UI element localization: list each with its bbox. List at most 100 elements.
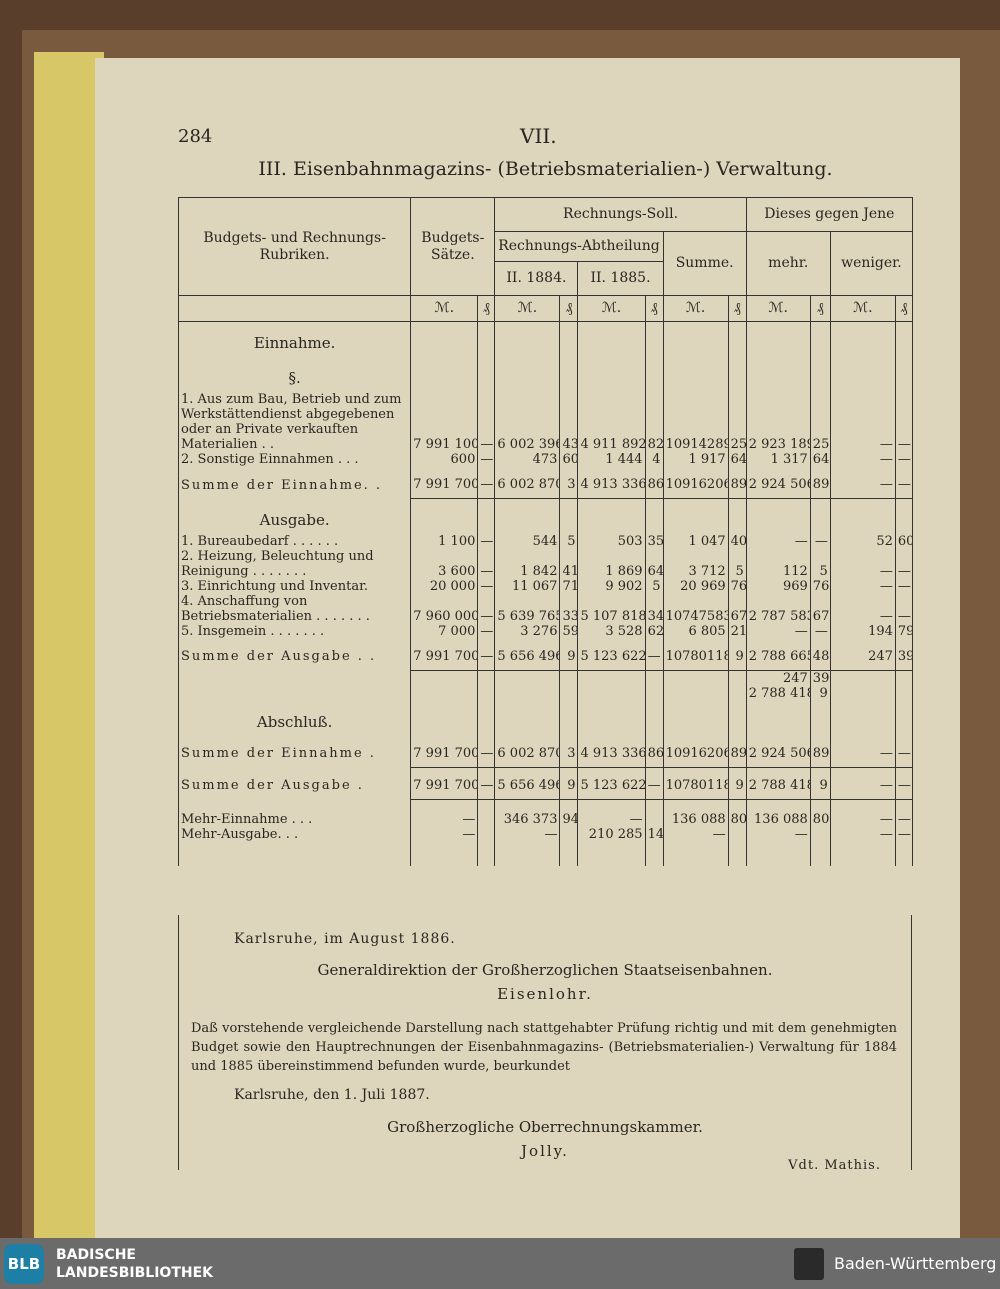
cell: 80 bbox=[727, 799, 747, 827]
row-label: Summe der Ausgabe . bbox=[177, 767, 412, 799]
cell: 82 bbox=[644, 392, 664, 452]
cell bbox=[477, 841, 496, 866]
cell: 247 bbox=[829, 638, 896, 671]
cell: — bbox=[410, 826, 479, 842]
cell bbox=[559, 670, 579, 686]
cell: — bbox=[745, 826, 811, 842]
cell bbox=[477, 799, 496, 827]
library-name: BADISCHE bbox=[56, 1247, 136, 1263]
cell: 7 991 100 bbox=[410, 392, 479, 452]
cell bbox=[494, 321, 561, 357]
cell: — bbox=[894, 593, 914, 624]
cell: 10914289 bbox=[662, 392, 729, 452]
cell: — bbox=[894, 735, 914, 768]
cell: — bbox=[894, 578, 914, 594]
cell bbox=[829, 498, 896, 534]
state-emblem bbox=[794, 1248, 824, 1280]
header-cell: weniger. bbox=[829, 231, 914, 296]
cell: 60 bbox=[894, 533, 914, 549]
header-cell bbox=[177, 295, 412, 322]
logo: BLB bbox=[4, 1244, 44, 1284]
row: Summe der Ausgabe . .7 991 700—5 656 496… bbox=[177, 638, 914, 671]
row: Mehr-Einnahme . . . —346 373 94—136 088 80 1… bbox=[177, 799, 914, 827]
cell bbox=[662, 357, 729, 392]
cell: 20 000 bbox=[410, 578, 479, 594]
cell: 9 bbox=[809, 767, 831, 800]
cell bbox=[662, 498, 729, 534]
header-cell: Rechnungs-Soll. bbox=[494, 197, 747, 232]
cell: 194 bbox=[829, 623, 896, 639]
cell bbox=[410, 700, 479, 736]
row: 1. Aus zum Bau, Betrieb und zum Werkstät… bbox=[177, 392, 914, 452]
row bbox=[177, 841, 914, 866]
row-label bbox=[177, 670, 412, 686]
cell: 210 285 bbox=[577, 826, 646, 842]
cell: — bbox=[477, 735, 496, 768]
row: Mehr-Ausgabe. . . — —210 285 14— — — — bbox=[177, 826, 914, 842]
row-label: Mehr-Einnahme . . . bbox=[177, 799, 412, 827]
authority: Großherzogliche Oberrechnungskammer. bbox=[387, 1118, 703, 1136]
cell bbox=[809, 357, 831, 392]
cell: 80 bbox=[809, 799, 831, 827]
cell bbox=[644, 321, 664, 357]
cell: 5 107 818 bbox=[577, 593, 646, 624]
cell bbox=[727, 498, 747, 534]
header-cell: mehr. bbox=[745, 231, 831, 296]
cell: 64 bbox=[644, 548, 664, 579]
cell bbox=[477, 357, 496, 392]
row-label: 5. Insgemein . . . . . . . bbox=[177, 623, 412, 639]
cell: 503 bbox=[577, 533, 646, 549]
row-label: Summe der Ausgabe . . bbox=[177, 638, 412, 670]
cell: 7 991 700 bbox=[410, 767, 479, 800]
unit: ℳ. bbox=[745, 295, 811, 322]
cell bbox=[644, 841, 664, 866]
cell: — bbox=[829, 593, 896, 624]
cell bbox=[727, 357, 747, 392]
row: Summe der Ausgabe .7 991 700—5 656 496 9 5… bbox=[177, 767, 914, 800]
row-label: §. bbox=[177, 357, 412, 392]
cell: — bbox=[829, 735, 896, 768]
cell: 1 869 bbox=[577, 548, 646, 579]
cell: 3 bbox=[559, 467, 579, 499]
cell: 52 bbox=[829, 533, 896, 549]
cell bbox=[410, 685, 479, 701]
cell: 3 600 bbox=[410, 548, 479, 579]
vidit: Vdt. Mathis. bbox=[788, 1158, 881, 1173]
cell: 2 788 418 bbox=[745, 685, 811, 701]
unit: ℳ. bbox=[577, 295, 646, 322]
cell: — bbox=[477, 548, 496, 579]
cell bbox=[829, 841, 896, 866]
cell: 5 656 496 bbox=[494, 767, 561, 800]
cell bbox=[477, 700, 496, 736]
header-cell: Budgets- und Rechnungs-Rubriken. bbox=[177, 197, 412, 296]
cell: — bbox=[477, 452, 496, 467]
cell: — bbox=[662, 826, 729, 842]
cell bbox=[177, 841, 412, 866]
cell bbox=[829, 700, 896, 736]
cell bbox=[662, 841, 729, 866]
row: 4. Anschaffung von Betriebsmaterialien .… bbox=[177, 593, 914, 624]
cell bbox=[477, 685, 496, 701]
cell: 62 bbox=[644, 623, 664, 639]
cell: 544 bbox=[494, 533, 561, 549]
cell: 9 902 bbox=[577, 578, 646, 594]
cell bbox=[829, 357, 896, 392]
cell bbox=[477, 826, 496, 842]
cell: — bbox=[477, 467, 496, 499]
row-label: 3. Einrichtung und Inventar. bbox=[177, 578, 412, 594]
budget-table: Budgets- und Rechnungs-Rubriken. Budgets-… bbox=[177, 197, 914, 866]
cell: 7 991 700 bbox=[410, 467, 479, 499]
cell bbox=[644, 498, 664, 534]
cell: — bbox=[829, 392, 896, 452]
cell: 2 788 665 bbox=[745, 638, 811, 671]
place-date: Karlsruhe, im August 1886. bbox=[234, 931, 456, 947]
header-cell: II. 1884. bbox=[494, 261, 579, 296]
header-cell: II. 1885. bbox=[577, 261, 664, 296]
cell: 6 805 bbox=[662, 623, 729, 639]
cell: 43 bbox=[559, 392, 579, 452]
cell bbox=[559, 321, 579, 357]
cell: 48 bbox=[809, 638, 831, 671]
cell bbox=[727, 826, 747, 842]
cell: 67 bbox=[727, 593, 747, 624]
